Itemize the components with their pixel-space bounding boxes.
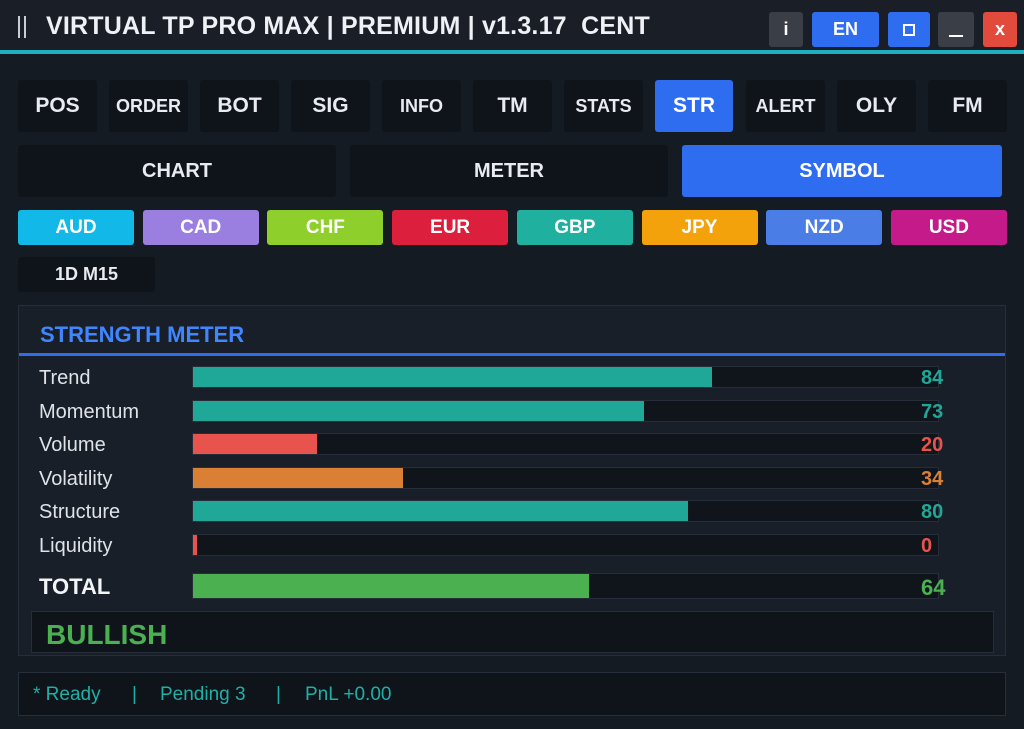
meter-label-structure: Structure xyxy=(39,501,121,523)
currency-chf[interactable]: CHF xyxy=(267,210,384,245)
meter-value-total: 64 xyxy=(921,575,946,600)
meter-bar-volatility xyxy=(192,467,939,489)
meter-fill-volume xyxy=(193,434,317,454)
strength-meter-panel: STRENGTH METER Trend 84 Momentum 73 Volu… xyxy=(18,305,1006,656)
meter-bar-trend xyxy=(192,366,939,388)
tab-oly[interactable]: OLY xyxy=(837,80,916,132)
currency-aud[interactable]: AUD xyxy=(18,210,134,245)
status-separator: | xyxy=(132,684,137,705)
meter-value-structure: 80 xyxy=(921,501,944,523)
panel-title: STRENGTH METER xyxy=(40,322,245,347)
tab-tm[interactable]: TM xyxy=(473,80,552,132)
timeframe-button[interactable]: 1D M15 xyxy=(18,257,155,292)
verdict-box: BULLISH xyxy=(31,611,994,653)
meter-label-volume: Volume xyxy=(39,434,106,456)
meter-label-total: TOTAL xyxy=(39,574,111,599)
currency-eur[interactable]: EUR xyxy=(392,210,509,245)
minimize-button[interactable] xyxy=(938,12,974,47)
meter-value-liquidity: 0 xyxy=(921,535,933,557)
meter-value-momentum: 73 xyxy=(921,401,944,423)
meter-fill-trend xyxy=(193,367,713,387)
maximize-icon xyxy=(903,23,915,36)
meter-bar-volume xyxy=(192,433,939,455)
status-separator: | xyxy=(276,684,281,705)
info-button[interactable]: i xyxy=(769,12,803,47)
meter-label-momentum: Momentum xyxy=(39,401,140,423)
meter-bar-structure xyxy=(192,500,939,522)
maximize-button[interactable] xyxy=(888,12,930,47)
tab-stats[interactable]: STATS xyxy=(564,80,643,132)
meter-fill-momentum xyxy=(193,401,645,421)
tab-bot[interactable]: BOT xyxy=(200,80,279,132)
tab-str[interactable]: STR xyxy=(655,80,733,132)
meter-bar-total xyxy=(192,573,939,599)
tab-order[interactable]: ORDER xyxy=(109,80,188,132)
status-pnl: PnL +0.00 xyxy=(305,684,392,705)
tab-alert[interactable]: ALERT xyxy=(746,80,825,132)
tab-fm[interactable]: FM xyxy=(928,80,1007,132)
meter-bar-momentum xyxy=(192,400,939,422)
status-ready: * Ready xyxy=(33,684,101,705)
status-bar: * Ready | Pending 3 | PnL +0.00 xyxy=(18,672,1006,716)
subtab-meter[interactable]: METER xyxy=(350,145,668,197)
language-button[interactable]: EN xyxy=(812,12,879,47)
close-button[interactable]: x xyxy=(983,12,1017,47)
tab-pos[interactable]: POS xyxy=(18,80,97,132)
tab-sig[interactable]: SIG xyxy=(291,80,370,132)
title-bar[interactable]: VIRTUAL TP PRO MAX | PREMIUM | v1.3.17 C… xyxy=(0,0,1024,54)
panel-divider xyxy=(19,353,1005,356)
meter-label-volatility: Volatility xyxy=(39,468,113,490)
meter-fill-volatility xyxy=(193,468,404,488)
meter-value-volume: 20 xyxy=(921,434,944,456)
window-title: VIRTUAL TP PRO MAX | PREMIUM | v1.3.17 C… xyxy=(46,12,650,40)
subtab-symbol[interactable]: SYMBOL xyxy=(682,145,1002,197)
subtab-chart[interactable]: CHART xyxy=(18,145,336,197)
tab-info[interactable]: INFO xyxy=(382,80,461,132)
meter-label-liquidity: Liquidity xyxy=(39,535,113,557)
meter-bar-liquidity xyxy=(192,534,939,556)
currency-jpy[interactable]: JPY xyxy=(641,210,758,245)
meter-label-trend: Trend xyxy=(39,367,91,389)
meter-fill-structure xyxy=(193,501,688,521)
meter-fill-total xyxy=(193,574,589,598)
minimize-icon xyxy=(949,34,963,37)
currency-nzd[interactable]: NZD xyxy=(766,210,883,245)
meter-value-volatility: 34 xyxy=(921,468,944,490)
drag-handle-icon[interactable] xyxy=(18,16,32,40)
meter-value-trend: 84 xyxy=(921,367,944,389)
title-accent-line xyxy=(0,50,1024,54)
status-pending: Pending 3 xyxy=(160,684,246,705)
currency-gbp[interactable]: GBP xyxy=(516,210,633,245)
verdict-text: BULLISH xyxy=(46,619,168,650)
meter-fill-liquidity xyxy=(193,535,197,555)
currency-cad[interactable]: CAD xyxy=(142,210,259,245)
currency-usd[interactable]: USD xyxy=(890,210,1007,245)
